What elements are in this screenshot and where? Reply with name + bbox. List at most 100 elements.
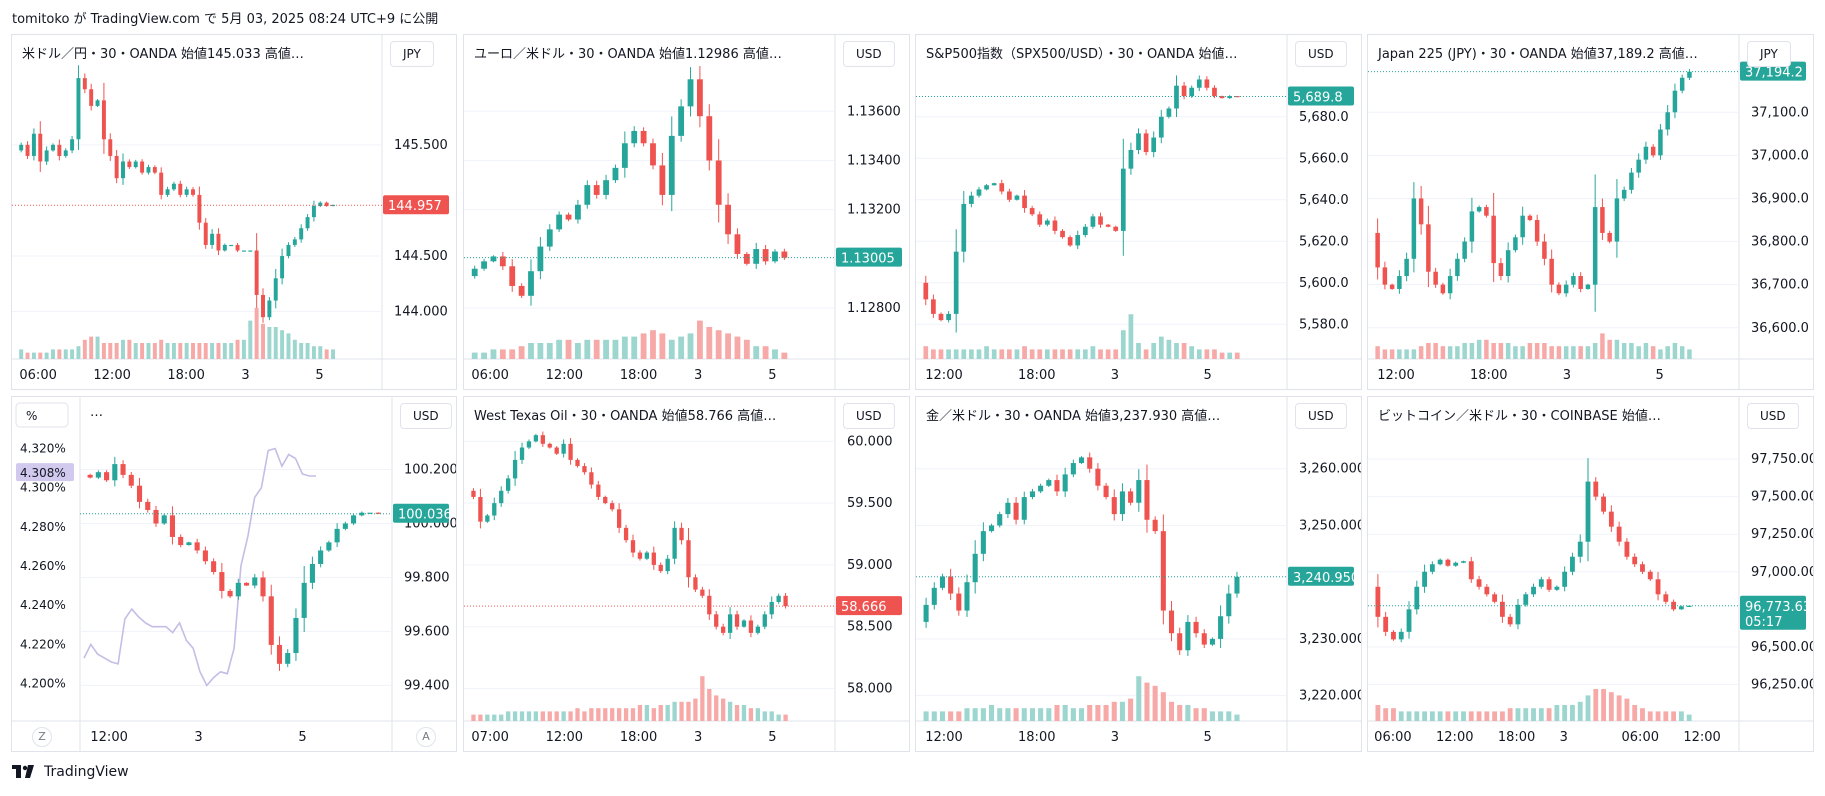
candle-body (1105, 224, 1111, 227)
volume-bar (95, 336, 100, 359)
candle-body (612, 167, 619, 181)
volume-bar (485, 714, 490, 721)
candle-body (140, 161, 145, 173)
candle-body (1052, 220, 1058, 231)
currency-button[interactable]: JPY (1747, 41, 1791, 67)
candle-body (1158, 116, 1164, 138)
y-tick-label: 144.500 (394, 249, 448, 264)
chart-panel-dxy[interactable]: 100.200 100.000 99.800 99.600 99.400 4.320% 4.… (11, 396, 457, 752)
chart-panel-xauusd[interactable]: 3,260.000 3,250.000 3,230.000 3,220.000 3,24… (915, 396, 1362, 752)
candle-body (1046, 480, 1052, 486)
candle-body (481, 261, 487, 269)
volume-bar (528, 343, 534, 359)
candle-body (243, 582, 250, 586)
volume-bar (1433, 343, 1438, 359)
chart-title[interactable]: S&P500指数（SPX500/USD）・30・OANDA 始値… (926, 47, 1238, 62)
currency-button[interactable]: USD (1295, 403, 1347, 429)
chart-title[interactable]: ユーロ／米ドル・30・OANDA 始値1.12986 高値… (474, 47, 782, 62)
volume-bar (1534, 343, 1540, 359)
volume-bar (714, 695, 719, 721)
volume-bar (1608, 692, 1614, 721)
volume-bar (1397, 349, 1402, 359)
volume-bar (89, 336, 94, 359)
volume-bar (939, 711, 945, 721)
volume-bar (1600, 333, 1605, 359)
volume-bar (1461, 711, 1466, 721)
candle-body (197, 194, 202, 223)
candle-body (762, 614, 767, 627)
candle-body (1090, 216, 1096, 227)
volume-bar (1177, 705, 1183, 721)
chart-title[interactable]: ビットコイン／米ドル・30・COINBASE 始値… (1378, 409, 1661, 424)
chart-svg: 100.200100.00099.80099.60099.4004.320%4.… (12, 397, 456, 751)
chart-panel-wti[interactable]: 60.000 59.500 59.000 58.500 58.000 58.666 07:0… (463, 396, 910, 752)
footer-brand[interactable]: TradingView (12, 764, 129, 780)
volume-bar (1021, 708, 1027, 721)
candle-body (351, 515, 357, 524)
currency-button[interactable]: USD (400, 403, 452, 429)
zoom-toggle-button[interactable]: Z (32, 727, 52, 747)
candle-body (969, 195, 974, 204)
y-tick-label: 59.500 (847, 496, 893, 511)
last-price-label: 96,773.63 (1745, 600, 1811, 615)
candle-body (309, 563, 315, 583)
volume-bar (953, 349, 959, 359)
auto-scale-button[interactable]: A (416, 727, 436, 747)
candle-body (280, 256, 285, 279)
candle-body (1658, 129, 1663, 156)
currency-button[interactable]: USD (843, 41, 895, 67)
chart-panel-eurusd[interactable]: 1.13600 1.13400 1.13200 1.12800 1.13005 06:00… (463, 34, 910, 390)
volume-bar (197, 343, 202, 359)
volume-bar (1665, 346, 1670, 359)
candle-body (546, 229, 553, 247)
chart-panel-usdjpy[interactable]: 145.500 144.500 144.000 144.957 06:00 12:00 18… (11, 34, 457, 390)
chart-panel-btcusd[interactable]: 97,750.00 97,500.00 97,250.00 97,000.00 96,5… (1367, 396, 1814, 752)
chart-panel-spx500[interactable]: 5,680.0 5,660.0 5,640.0 5,620.0 5,600.0 5,580… (915, 34, 1362, 390)
candle-body (762, 249, 769, 262)
countdown-label: 05:17 (1745, 615, 1782, 630)
volume-bar (1136, 676, 1142, 721)
candle-body (51, 144, 55, 151)
chart-title[interactable]: 金／米ドル・30・OANDA 始値3,237.930 高値… (926, 409, 1221, 424)
volume-bar (286, 333, 291, 359)
candle-body (1398, 631, 1404, 640)
currency-button[interactable]: USD (843, 403, 895, 429)
chart-title[interactable]: 米ドル／円・30・OANDA 始値145.033 高値… (22, 47, 304, 62)
tradingview-logo-icon (12, 765, 34, 778)
candle-body (216, 233, 221, 251)
volume-bar (1426, 343, 1431, 359)
candle-body (1111, 497, 1117, 515)
volume-bar (734, 336, 741, 359)
candle-body (1549, 258, 1554, 285)
last-price-tag (1740, 595, 1806, 630)
currency-button[interactable]: JPY (390, 41, 434, 67)
chart-title[interactable]: Japan 225 (JPY)・30・OANDA 始値37,189.2 高値… (1378, 47, 1698, 62)
volume-bar (1687, 349, 1692, 359)
candle-body (210, 233, 215, 245)
y-tick-label: 59.000 (847, 558, 893, 573)
volume-bar (1621, 343, 1627, 359)
currency-button[interactable]: USD (1295, 41, 1347, 67)
candle-body (1468, 561, 1474, 580)
volume-bar (318, 346, 323, 359)
candle-body (734, 614, 740, 627)
candle-body (1029, 208, 1035, 215)
volume-bar (561, 711, 566, 721)
candle-body (923, 282, 929, 300)
candle-body (999, 183, 1005, 192)
volume-bar (324, 349, 329, 359)
chart-panel-jp225[interactable]: 37,100.0 37,000.0 36,900.0 36,800.0 36,700.0… (1367, 34, 1814, 390)
volume-bar (1087, 705, 1093, 721)
y-tick-label: 58.000 (847, 681, 893, 696)
y-tick-label: 99.600 (404, 624, 450, 639)
candle-body (1120, 168, 1126, 231)
candle-body (165, 189, 170, 195)
volume-bar (1406, 711, 1412, 721)
publisher-attribution: tomitoko が TradingView.com で 5月 03, 2025… (12, 12, 439, 27)
volume-bar (292, 339, 297, 359)
x-tick-label: 12:00 (1683, 730, 1720, 745)
candle-body (668, 135, 675, 195)
chart-title[interactable]: … (90, 405, 103, 420)
chart-title[interactable]: West Texas Oil・30・OANDA 始値58.766 高値… (474, 409, 777, 424)
currency-button[interactable]: USD (1747, 403, 1799, 429)
